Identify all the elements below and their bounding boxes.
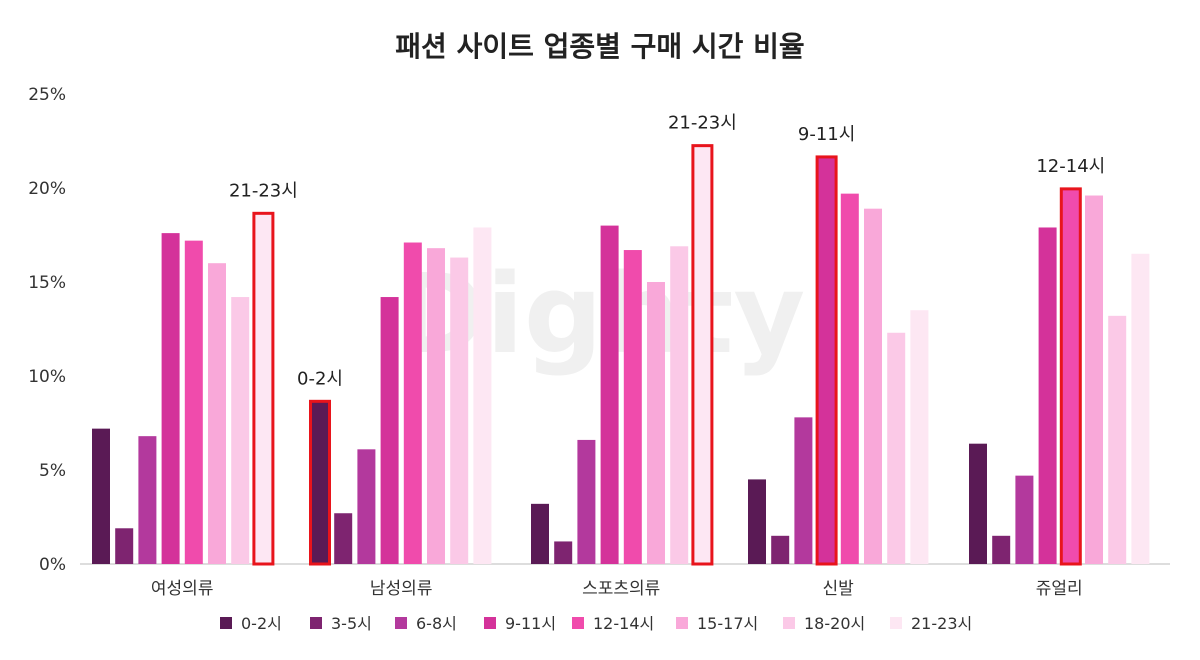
- bar: [334, 513, 353, 564]
- legend-swatch: [395, 617, 407, 629]
- legend-swatch: [572, 617, 584, 629]
- bar: [427, 248, 445, 564]
- bar: [1108, 315, 1127, 564]
- highlights-group: 21-23시 0-2시 21-23시 9-11시 12-14시: [229, 113, 1105, 566]
- bar: [450, 257, 469, 564]
- legend-label: 21-23시: [911, 614, 972, 633]
- chart-title: 패션 사이트 업종별 구매 시간 비율: [395, 30, 804, 63]
- bar: [208, 263, 226, 564]
- y-tick-label: 0%: [39, 555, 66, 575]
- bar: [138, 436, 157, 564]
- bar: [600, 225, 619, 564]
- bar: [311, 402, 329, 564]
- highlight-label: 21-23시: [229, 180, 298, 201]
- bar: [817, 157, 836, 565]
- bar: [184, 240, 203, 564]
- bar: [647, 282, 665, 564]
- bar: [231, 297, 250, 564]
- bar: [1131, 253, 1150, 565]
- y-tick-label: 25%: [28, 85, 66, 105]
- legend-label: 6-8시: [416, 614, 457, 633]
- legend-label: 15-17시: [697, 614, 758, 633]
- legend-swatch: [676, 617, 688, 629]
- legend-swatch: [484, 617, 496, 629]
- x-category-label: 남성의류: [370, 579, 433, 599]
- legend-label: 18-20시: [804, 614, 865, 633]
- bar: [115, 528, 134, 564]
- bar: [910, 310, 929, 564]
- bar: [403, 242, 422, 564]
- y-tick-label: 20%: [28, 179, 66, 199]
- bar: [969, 443, 987, 564]
- bar: [577, 439, 596, 564]
- bar: [887, 332, 906, 564]
- bar: [670, 246, 689, 564]
- x-category-label: 여성의류: [151, 579, 214, 599]
- legend-swatch: [890, 617, 902, 629]
- x-category-label: 스포츠의류: [582, 579, 660, 599]
- y-tick-label: 5%: [39, 461, 66, 481]
- highlight-outline: [691, 144, 714, 566]
- legend-label: 3-5시: [331, 614, 372, 633]
- highlight-outline: [252, 211, 275, 566]
- bar: [1038, 227, 1057, 565]
- bar: [531, 503, 549, 564]
- bar: [380, 297, 399, 564]
- highlight-outline: [1059, 187, 1082, 566]
- highlight-label: 0-2시: [297, 368, 343, 389]
- legend: 0-2시 3-5시 6-8시 9-11시 12-14시 15-17시 18-20시 21-23…: [220, 614, 972, 633]
- highlight-label: 9-11시: [798, 124, 855, 145]
- highlight-label: 12-14시: [1036, 156, 1105, 177]
- x-axis: 여성의류 남성의류 스포츠의류 신발 쥬얼리: [151, 579, 1083, 599]
- bar: [771, 535, 790, 564]
- legend-swatch: [220, 617, 232, 629]
- bar: [254, 214, 273, 564]
- bar: [473, 227, 492, 565]
- bar: [554, 541, 573, 564]
- legend-swatch: [310, 617, 322, 629]
- bar: [840, 193, 859, 564]
- bar: [864, 208, 882, 564]
- x-category-label: 신발: [823, 579, 855, 599]
- bar: [1085, 195, 1103, 564]
- legend-label: 9-11시: [505, 614, 556, 633]
- legend-label: 0-2시: [241, 614, 282, 633]
- highlight-label: 21-23시: [668, 113, 737, 134]
- highlight-outline: [815, 155, 838, 566]
- bars-group: [92, 146, 1150, 565]
- y-tick-label: 10%: [28, 367, 66, 387]
- highlight-outline: [309, 399, 331, 566]
- y-axis: 0% 5% 10% 15% 20% 25%: [28, 85, 66, 575]
- legend-label: 12-14시: [593, 614, 654, 633]
- bar: [1015, 475, 1034, 564]
- bar: [1061, 189, 1080, 564]
- y-tick-label: 15%: [28, 273, 66, 293]
- x-category-label: 쥬얼리: [1036, 579, 1083, 599]
- bar: [357, 449, 376, 564]
- bar: [992, 535, 1011, 564]
- bar: [748, 479, 766, 564]
- bar: [92, 428, 110, 564]
- bar: [693, 146, 712, 564]
- bar: [794, 417, 813, 564]
- bar: [623, 250, 642, 565]
- legend-swatch: [783, 617, 795, 629]
- bar: [161, 233, 180, 564]
